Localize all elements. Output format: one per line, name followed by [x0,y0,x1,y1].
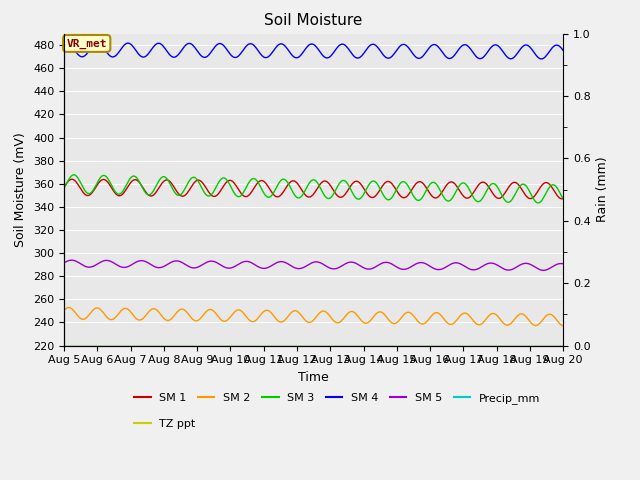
SM 4 [559,48,567,53]
SM 1 [559,196,567,202]
Precip_mm [330,343,338,348]
Precip_mm [357,343,365,348]
Line: SM 3: SM 3 [64,175,563,203]
SM 4 [549,44,557,49]
SM 2 [548,312,556,318]
SM 2 [559,323,567,329]
SM 4 [63,40,71,46]
Precip_mm [547,343,555,348]
SM 3 [301,188,309,193]
SM 3 [298,192,306,198]
SM 2 [301,317,309,323]
SM 4 [298,51,306,57]
Title: Soil Moisture: Soil Moisture [264,13,363,28]
SM 2 [65,305,73,311]
SM 5 [470,267,478,273]
TZ ppt [297,343,305,348]
Precip_mm [300,343,308,348]
SM 2 [298,313,306,319]
Y-axis label: Rain (mm): Rain (mm) [596,157,609,222]
TZ ppt [357,343,365,348]
TZ ppt [559,343,567,348]
SM 5 [549,264,557,269]
SM 4 [538,56,545,62]
SM 5 [298,265,306,271]
TZ ppt [469,343,477,348]
SM 5 [301,264,309,270]
SM 4 [301,47,309,52]
SM 1 [301,192,309,198]
Legend: TZ ppt: TZ ppt [129,415,200,433]
SM 1 [298,188,306,193]
SM 1 [548,185,556,191]
Text: VR_met: VR_met [67,38,107,48]
X-axis label: Time: Time [298,371,329,384]
TZ ppt [547,343,555,348]
SM 3 [470,195,478,201]
SM 4 [60,41,68,47]
SM 1 [60,184,68,190]
SM 5 [332,266,339,272]
SM 1 [470,189,478,194]
TZ ppt [60,343,68,348]
SM 1 [68,176,76,182]
SM 5 [559,261,567,267]
SM 3 [549,182,557,188]
SM 4 [358,52,366,58]
SM 1 [332,190,339,196]
Precip_mm [60,343,68,348]
Line: SM 4: SM 4 [64,43,563,59]
TZ ppt [330,343,338,348]
SM 4 [332,48,339,53]
Precip_mm [297,343,305,348]
SM 2 [60,308,68,313]
TZ ppt [300,343,308,348]
Precip_mm [469,343,477,348]
Y-axis label: Soil Moisture (mV): Soil Moisture (mV) [15,132,28,247]
SM 5 [540,267,547,273]
SM 3 [559,196,567,202]
SM 3 [534,200,542,206]
SM 5 [60,260,68,266]
SM 2 [470,319,478,324]
SM 4 [470,51,478,57]
SM 1 [358,183,366,189]
SM 5 [68,257,76,263]
SM 3 [70,172,78,178]
SM 1 [558,196,566,202]
Line: SM 5: SM 5 [64,260,563,270]
SM 3 [332,188,339,194]
SM 3 [358,194,366,200]
SM 2 [332,319,339,325]
SM 5 [358,264,366,270]
Line: SM 2: SM 2 [64,308,563,326]
SM 3 [60,185,68,191]
Line: SM 1: SM 1 [64,179,563,199]
Precip_mm [559,343,567,348]
SM 2 [358,318,366,324]
